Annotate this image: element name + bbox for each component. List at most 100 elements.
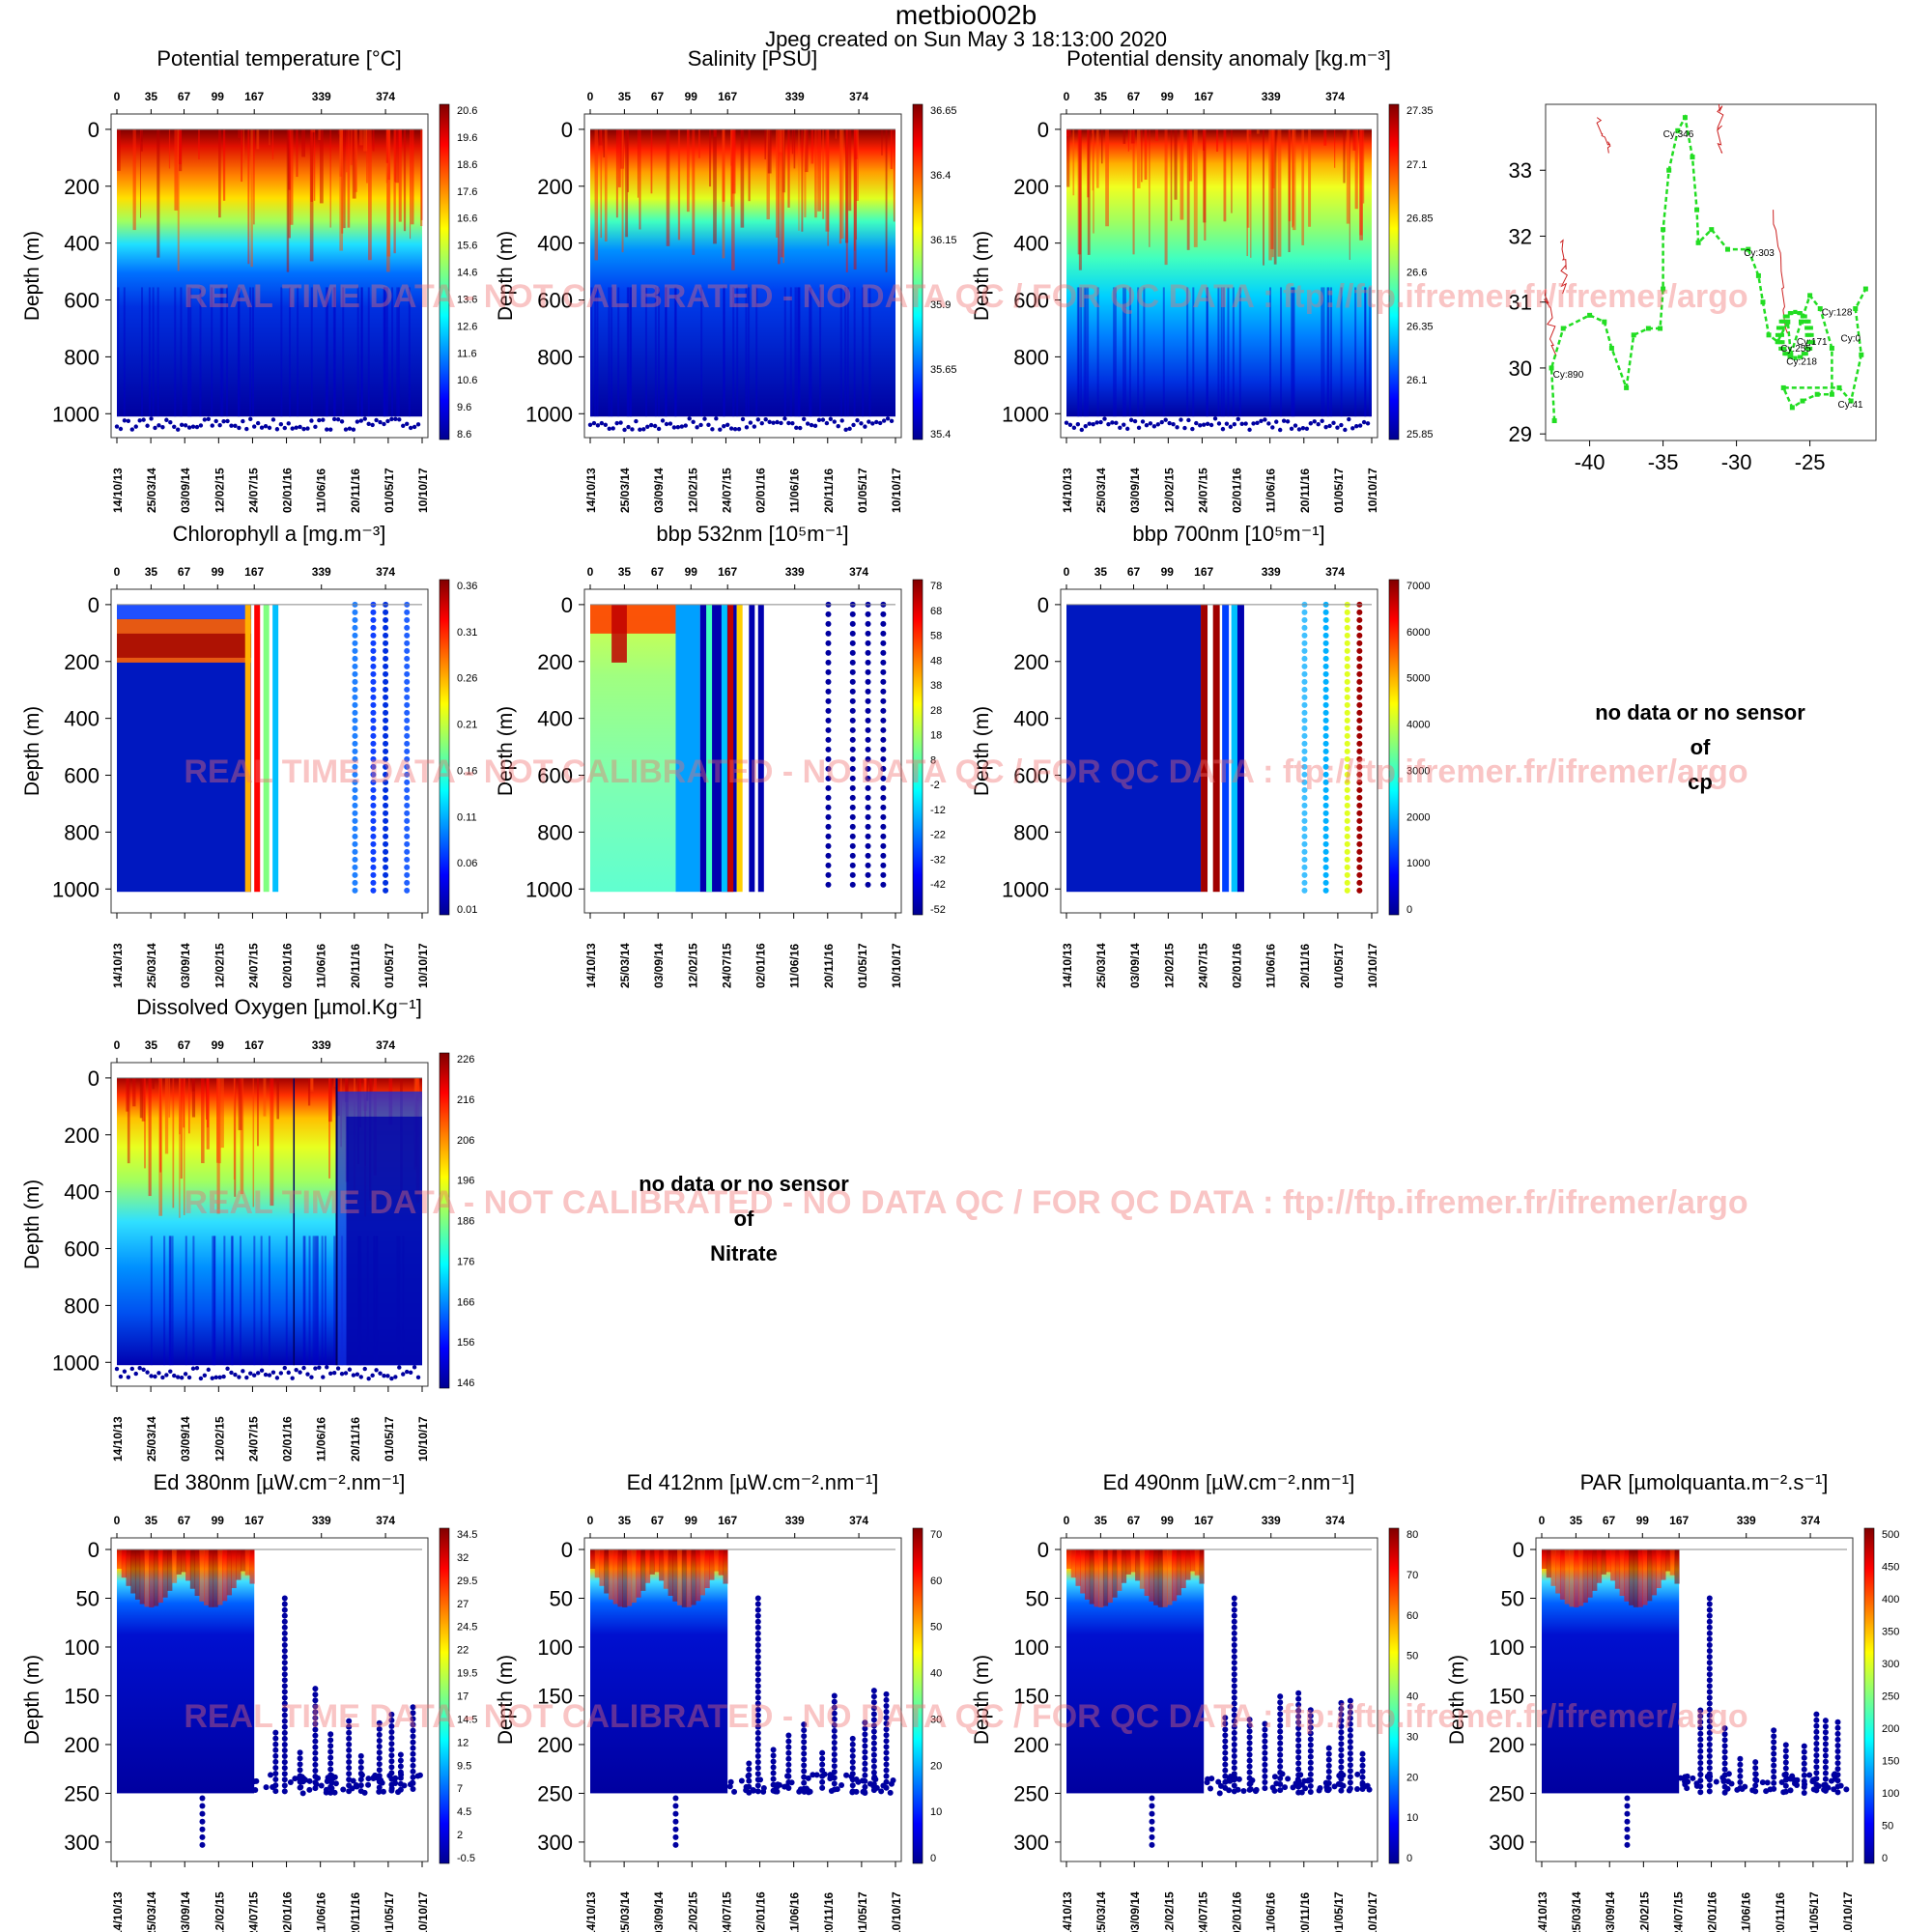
data-point [1322,717,1329,724]
bottom-point [137,1365,142,1371]
y-tick-label: 1000 [526,402,573,426]
profile-column [367,287,370,417]
data-point [1262,1779,1268,1786]
data-point [272,1764,279,1771]
data-point [862,1748,868,1755]
profile-column [1550,1549,1556,1586]
x-tick-label: 25/03/14 [1094,468,1108,513]
data-point [1235,1786,1241,1793]
data-point [849,668,856,675]
data-point [388,1717,395,1723]
data-point [796,1788,803,1795]
data-point [865,746,871,753]
data-point [370,779,377,785]
profile-column [704,1549,710,1589]
chart-ed412: Ed 412nm [µW.cm⁻².nm⁻¹]0 35 67 99 167 339 3740… [495,1470,942,1932]
data-point [1693,1782,1700,1789]
data-point [1271,1787,1278,1794]
top-tick-label: 0 [1064,1514,1070,1527]
profile-column [316,1236,319,1366]
data-point [883,1744,890,1750]
trajectory-point [1724,246,1730,252]
data-point [1273,1780,1280,1787]
data-point [1344,848,1350,855]
data-point [1624,1841,1631,1848]
bottom-point [805,421,810,426]
data-point [281,1689,288,1695]
bottom-point [1182,425,1187,431]
data-point [352,833,358,839]
data-point [404,825,411,832]
bottom-point [274,1376,280,1380]
profile-column [723,287,725,417]
x-tick-label: 12/02/15 [1637,1891,1651,1932]
data-point [1338,1764,1345,1771]
data-point [1344,833,1350,839]
data-point [1301,755,1308,762]
data-point [1356,724,1363,731]
bottom-point [679,424,684,429]
profile-column [594,128,599,261]
bottom-point [714,416,719,421]
data-point [1354,1771,1361,1777]
x-tick-label: 20/11/16 [349,469,362,513]
profile-column [791,128,794,155]
profile-column [1193,128,1198,247]
data-point [1325,1762,1332,1769]
colorbar-label: 176 [457,1256,474,1267]
data-point [401,1782,408,1789]
data-point [754,1700,761,1707]
data-point [376,1725,383,1732]
profile-column [333,1236,336,1366]
profile-column [1180,1549,1186,1589]
data-point [328,1785,335,1792]
bottom-point [129,427,134,432]
x-tick-label: 12/02/15 [213,1891,226,1932]
profile-column [755,287,758,417]
data-point [1277,1693,1284,1700]
data-point [754,1689,761,1695]
bottom-point [1281,418,1287,423]
data-point [1246,1722,1253,1729]
data-point [1344,670,1350,677]
profile-column [393,128,396,254]
profile-column [410,128,412,240]
no-data-cp-line3: cp [1688,770,1713,794]
data-point [1828,1777,1834,1784]
colorbar-label: 32 [457,1552,469,1564]
data-point [352,817,358,824]
data-point [849,871,856,878]
profile-column [156,287,159,417]
data-point [1307,1747,1314,1754]
profile-column [1215,128,1219,152]
top-tick-label: 35 [1570,1514,1583,1527]
chart-title: Ed 490nm [µW.cm⁻².nm⁻¹] [1103,1470,1355,1494]
profile-column [141,287,144,417]
bottom-point [1106,421,1111,427]
data-point [312,1709,319,1716]
data-point [880,784,887,791]
data-point [404,786,411,793]
profile-column [1222,604,1230,893]
profile-column [386,128,390,272]
bottom-point [351,1373,356,1378]
data-point [754,1618,761,1625]
profile-column [1369,287,1372,417]
top-tick-label: 167 [244,1038,264,1052]
x-tick-label: 25/03/14 [1094,943,1108,988]
profile-column [1075,1549,1081,1586]
data-point [1322,732,1329,739]
data-point [1721,1766,1728,1773]
trajectory-point [1806,319,1811,324]
bottom-point [339,419,345,424]
chart-title: Ed 380nm [µW.cm⁻².nm⁻¹] [154,1470,406,1494]
profile-column [622,1549,628,1607]
profile-column [117,1549,123,1570]
data-point [825,862,832,868]
cycle-label: Cy:218 [1786,357,1817,368]
data-point [383,825,389,832]
top-tick-label: 339 [1262,1514,1281,1527]
x-tick-label: 14/10/13 [111,1891,125,1932]
data-point [825,649,832,656]
x-tick-label: 03/09/14 [652,468,666,513]
